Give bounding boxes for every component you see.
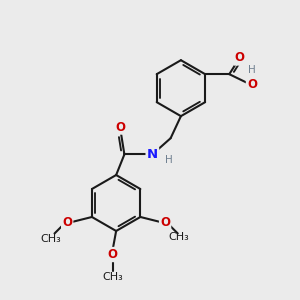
Text: O: O	[116, 121, 126, 134]
Text: CH₃: CH₃	[169, 232, 190, 242]
Text: CH₃: CH₃	[102, 272, 123, 282]
Text: N: N	[147, 148, 158, 161]
Text: O: O	[235, 52, 244, 64]
Text: O: O	[108, 248, 118, 261]
Text: O: O	[160, 216, 170, 229]
Text: H: H	[165, 155, 172, 165]
Text: CH₃: CH₃	[40, 234, 61, 244]
Text: O: O	[247, 78, 257, 91]
Text: O: O	[62, 216, 72, 229]
Text: H: H	[248, 65, 256, 75]
